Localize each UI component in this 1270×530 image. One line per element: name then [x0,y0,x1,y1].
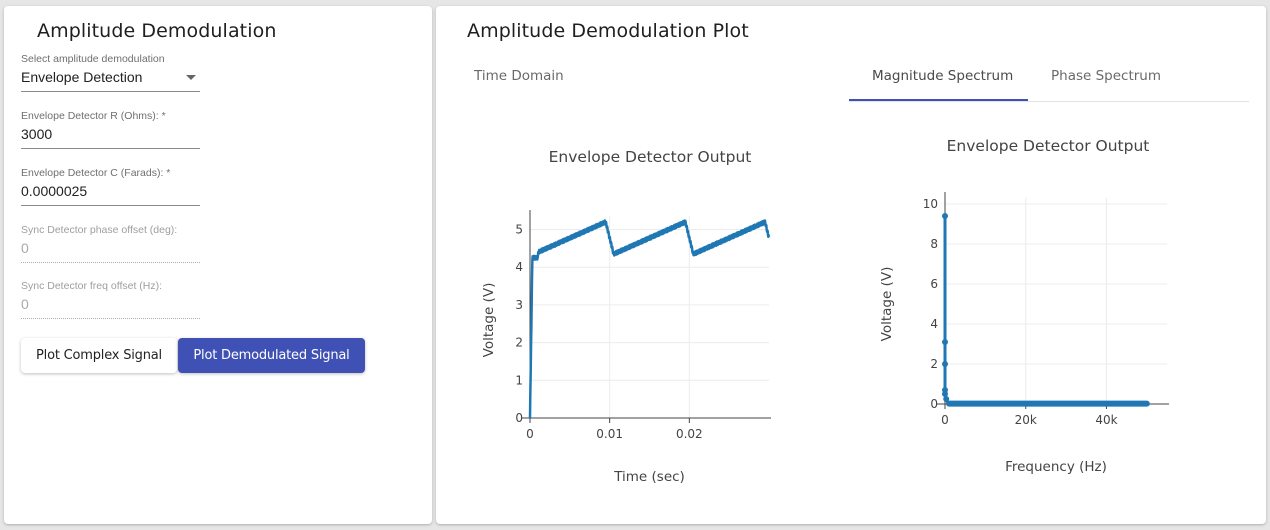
x-tick-label: 0.01 [596,427,623,441]
y-tick-label: 4 [515,260,523,274]
x-tick-label: 40k [1095,413,1117,427]
tab-active-indicator [849,99,1028,101]
demodulation-settings-panel: Amplitude Demodulation Select amplitude … [4,6,432,524]
capacitor-label: Envelope Detector C (Farads): * [21,167,171,179]
time-domain-plot: Envelope Detector Output 0 1 2 3 4 5 0 0.01 0.02 T… [481,148,771,485]
y-tick-label: 2 [930,357,938,371]
chart-title: Envelope Detector Output [549,148,752,166]
chart-title: Envelope Detector Output [947,137,1150,155]
data-point [942,391,948,397]
freq-offset-label: Sync Detector freq offset (Hz): [21,280,163,292]
y-tick-label: 8 [930,237,938,251]
demodulation-type-select[interactable]: Select amplitude demodulation Envelope D… [21,53,200,92]
x-tick-label: 0.02 [676,427,703,441]
resistor-label: Envelope Detector R (Ohms): * [21,110,166,122]
freq-offset-value: 0 [21,296,29,312]
tab-magnitude-spectrum[interactable]: Magnitude Spectrum [872,68,1014,84]
tab-divider [849,101,1249,102]
resistor-field[interactable]: Envelope Detector R (Ohms): * 3000 [21,110,200,149]
panel-title: Amplitude Demodulation [37,20,277,42]
select-underline [21,91,200,92]
data-point [943,396,950,402]
capacitor-field[interactable]: Envelope Detector C (Farads): * 0.000002… [21,167,200,206]
dropdown-arrow-icon[interactable] [186,75,196,80]
y-tick-label: 6 [930,277,938,291]
phase-offset-field: Sync Detector phase offset (deg): 0 [21,224,200,263]
capacitor-underline [21,205,200,206]
x-axis-label: Frequency (Hz) [1005,459,1107,475]
x-tick-label: 0 [941,413,949,427]
y-tick-label: 1 [515,373,523,387]
select-label: Select amplitude demodulation [21,53,165,65]
y-tick-label: 10 [923,197,938,211]
x-axis-label: Time (sec) [613,469,685,485]
tab-time-domain[interactable]: Time Domain [474,68,564,84]
y-tick-label: 2 [515,336,523,350]
y-tick-label: 4 [930,317,938,331]
y-tick-label: 3 [515,298,523,312]
y-tick-label: 5 [515,223,523,237]
freq-offset-field: Sync Detector freq offset (Hz): 0 [21,280,200,319]
freq-offset-underline [21,318,200,319]
resistor-underline [21,148,200,149]
data-point [942,339,948,345]
plot-complex-signal-button[interactable]: Plot Complex Signal [21,338,177,373]
tab-phase-spectrum[interactable]: Phase Spectrum [1051,68,1162,84]
x-tick-label: 20k [1015,413,1037,427]
y-tick-label: 0 [930,397,938,411]
plot-demodulated-signal-button[interactable]: Plot Demodulated Signal [178,338,365,373]
series-line [528,219,771,419]
y-axis-label: Voltage (V) [481,283,497,358]
y-tick-label: 0 [515,411,523,425]
phase-offset-underline [21,262,200,263]
time-domain-chart[interactable]: Envelope Detector Output 0 1 2 3 4 5 0 0.01 0.02 T… [436,6,1266,524]
data-point [942,361,948,367]
resistor-value[interactable]: 3000 [21,126,53,142]
x-tick-label: 0 [526,427,534,441]
demodulation-plot-panel: Amplitude Demodulation Plot Time Domain … [436,6,1266,524]
magnitude-spectrum-plot: Envelope Detector Output 0 2 4 6 8 10 0 20k 40k Fr… [879,137,1169,475]
y-axis-label: Voltage (V) [879,267,895,342]
capacitor-value[interactable]: 0.0000025 [21,183,88,199]
phase-offset-label: Sync Detector phase offset (deg): [21,224,178,236]
data-point [942,213,948,219]
panel-title: Amplitude Demodulation Plot [467,20,749,42]
select-value: Envelope Detection [21,69,143,85]
phase-offset-value: 0 [21,240,29,256]
